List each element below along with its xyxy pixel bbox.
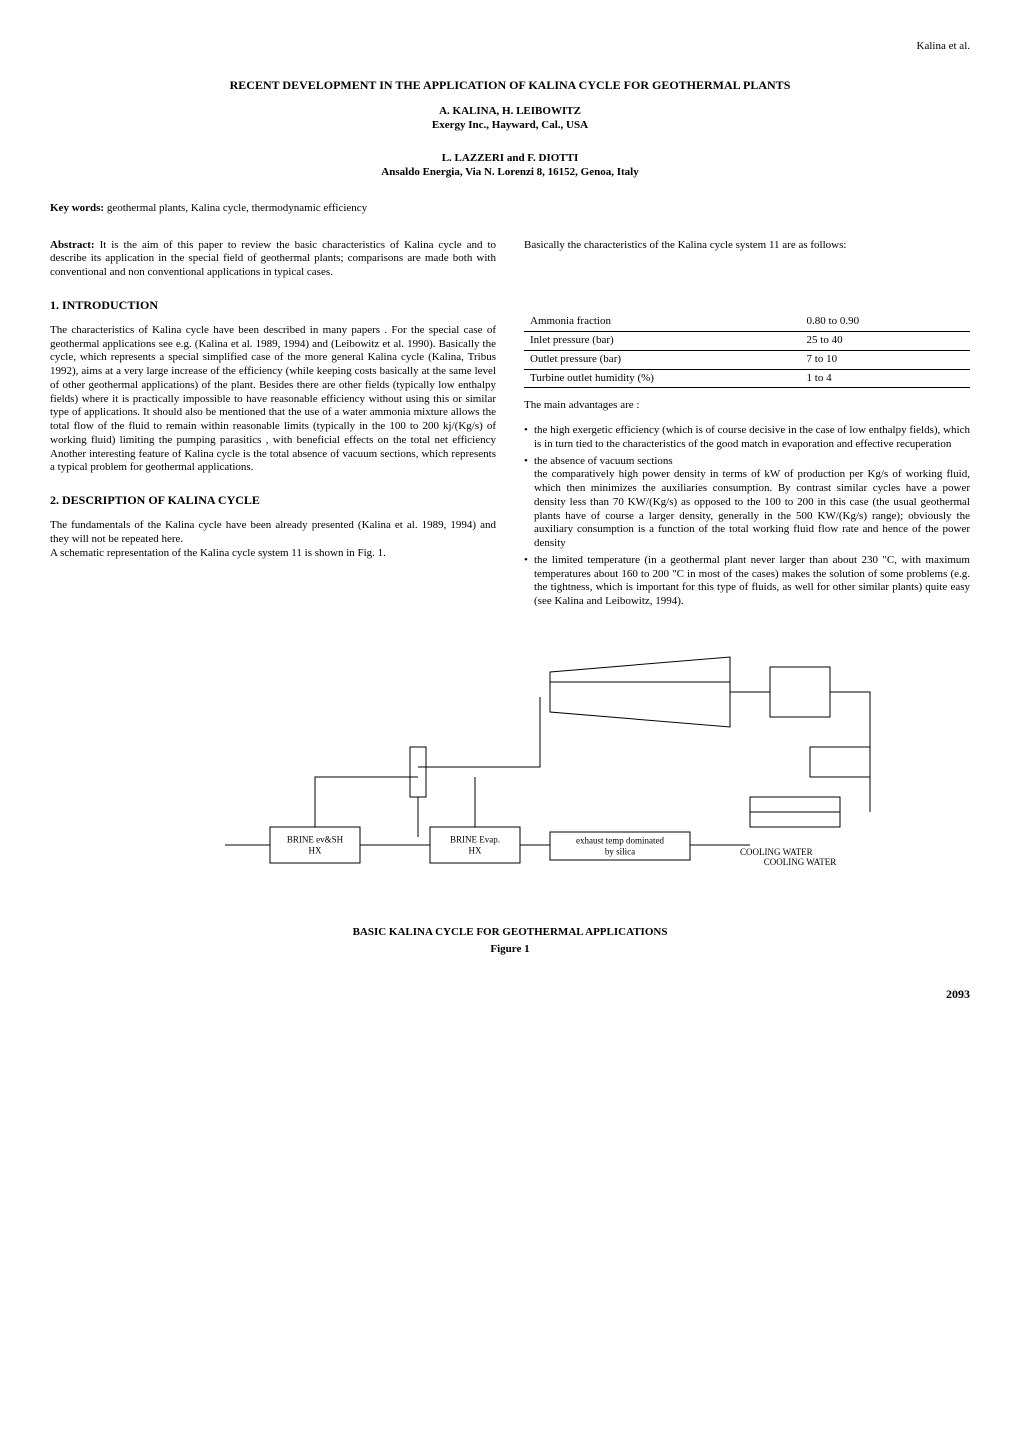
parameter-table: Ammonia fraction0.80 to 0.90 Inlet press… — [524, 313, 970, 388]
list-item: the high exergetic efficiency (which is … — [524, 424, 970, 452]
param-name: Outlet pressure (bar) — [524, 350, 801, 369]
svg-text:HX: HX — [309, 845, 322, 855]
authors-line-1: A. KALINA, H. LEIBOWITZ — [50, 105, 970, 119]
section-1-body: The characteristics of Kalina cycle have… — [50, 324, 496, 475]
table-row: Turbine outlet humidity (%)1 to 4 — [524, 369, 970, 388]
svg-text:COOLING WATER: COOLING WATER — [740, 847, 813, 857]
abstract-text: It is the aim of this paper to review th… — [50, 239, 496, 279]
right-intro-text: Basically the characteristics of the Kal… — [524, 239, 970, 253]
table-row: Inlet pressure (bar)25 to 40 — [524, 332, 970, 351]
page-number: 2093 — [50, 987, 970, 1002]
param-value: 25 to 40 — [801, 332, 970, 351]
figure-caption-line-1: BASIC KALINA CYCLE FOR GEOTHERMAL APPLIC… — [50, 926, 970, 940]
list-item: the absence of vacuum sections the compa… — [524, 455, 970, 551]
affiliation-1: Exergy Inc., Hayward, Cal., USA — [50, 119, 970, 133]
param-name: Ammonia fraction — [524, 313, 801, 331]
svg-text:by silica: by silica — [605, 846, 635, 856]
paper-title: RECENT DEVELOPMENT IN THE APPLICATION OF… — [50, 78, 970, 93]
list-item: the limited temperature (in a geothermal… — [524, 554, 970, 609]
keywords-text: geothermal plants, Kalina cycle, thermod… — [104, 202, 367, 214]
param-value: 0.80 to 0.90 — [801, 313, 970, 331]
affiliation-2: Ansaldo Energia, Via N. Lorenzi 8, 16152… — [50, 166, 970, 180]
svg-text:BRINE ev&SH: BRINE ev&SH — [287, 834, 344, 844]
running-head: Kalina et al. — [50, 40, 970, 54]
section-2-heading: 2. DESCRIPTION OF KALINA CYCLE — [50, 493, 496, 508]
svg-text:COOLING WATER: COOLING WATER — [764, 857, 837, 867]
abstract-label: Abstract: — [50, 239, 95, 251]
authors-line-2: L. LAZZERI and F. DIOTTI — [50, 152, 970, 166]
figure-1: BRINE ev&SHHXBRINE Evap.HXexhaust temp d… — [50, 637, 970, 957]
kalina-cycle-diagram: BRINE ev&SHHXBRINE Evap.HXexhaust temp d… — [130, 637, 890, 917]
param-value: 1 to 4 — [801, 369, 970, 388]
param-name: Inlet pressure (bar) — [524, 332, 801, 351]
abstract-block: Abstract: It is the aim of this paper to… — [50, 239, 496, 280]
left-column: Abstract: It is the aim of this paper to… — [50, 228, 496, 613]
advantages-list: the high exergetic efficiency (which is … — [524, 424, 970, 609]
param-value: 7 to 10 — [801, 350, 970, 369]
right-column: Basically the characteristics of the Kal… — [524, 228, 970, 613]
keywords-label: Key words: — [50, 202, 104, 214]
advantages-intro: The main advantages are : — [524, 399, 970, 413]
table-row: Outlet pressure (bar)7 to 10 — [524, 350, 970, 369]
svg-text:HX: HX — [469, 845, 482, 855]
section-1-heading: 1. INTRODUCTION — [50, 298, 496, 313]
section-2-body: The fundamentals of the Kalina cycle hav… — [50, 519, 496, 560]
table-row: Ammonia fraction0.80 to 0.90 — [524, 313, 970, 331]
param-name: Turbine outlet humidity (%) — [524, 369, 801, 388]
svg-text:BRINE Evap.: BRINE Evap. — [450, 834, 500, 844]
figure-caption-line-2: Figure 1 — [50, 943, 970, 957]
svg-text:exhaust temp dominated: exhaust temp dominated — [576, 835, 664, 845]
keywords-block: Key words: geothermal plants, Kalina cyc… — [50, 202, 970, 216]
